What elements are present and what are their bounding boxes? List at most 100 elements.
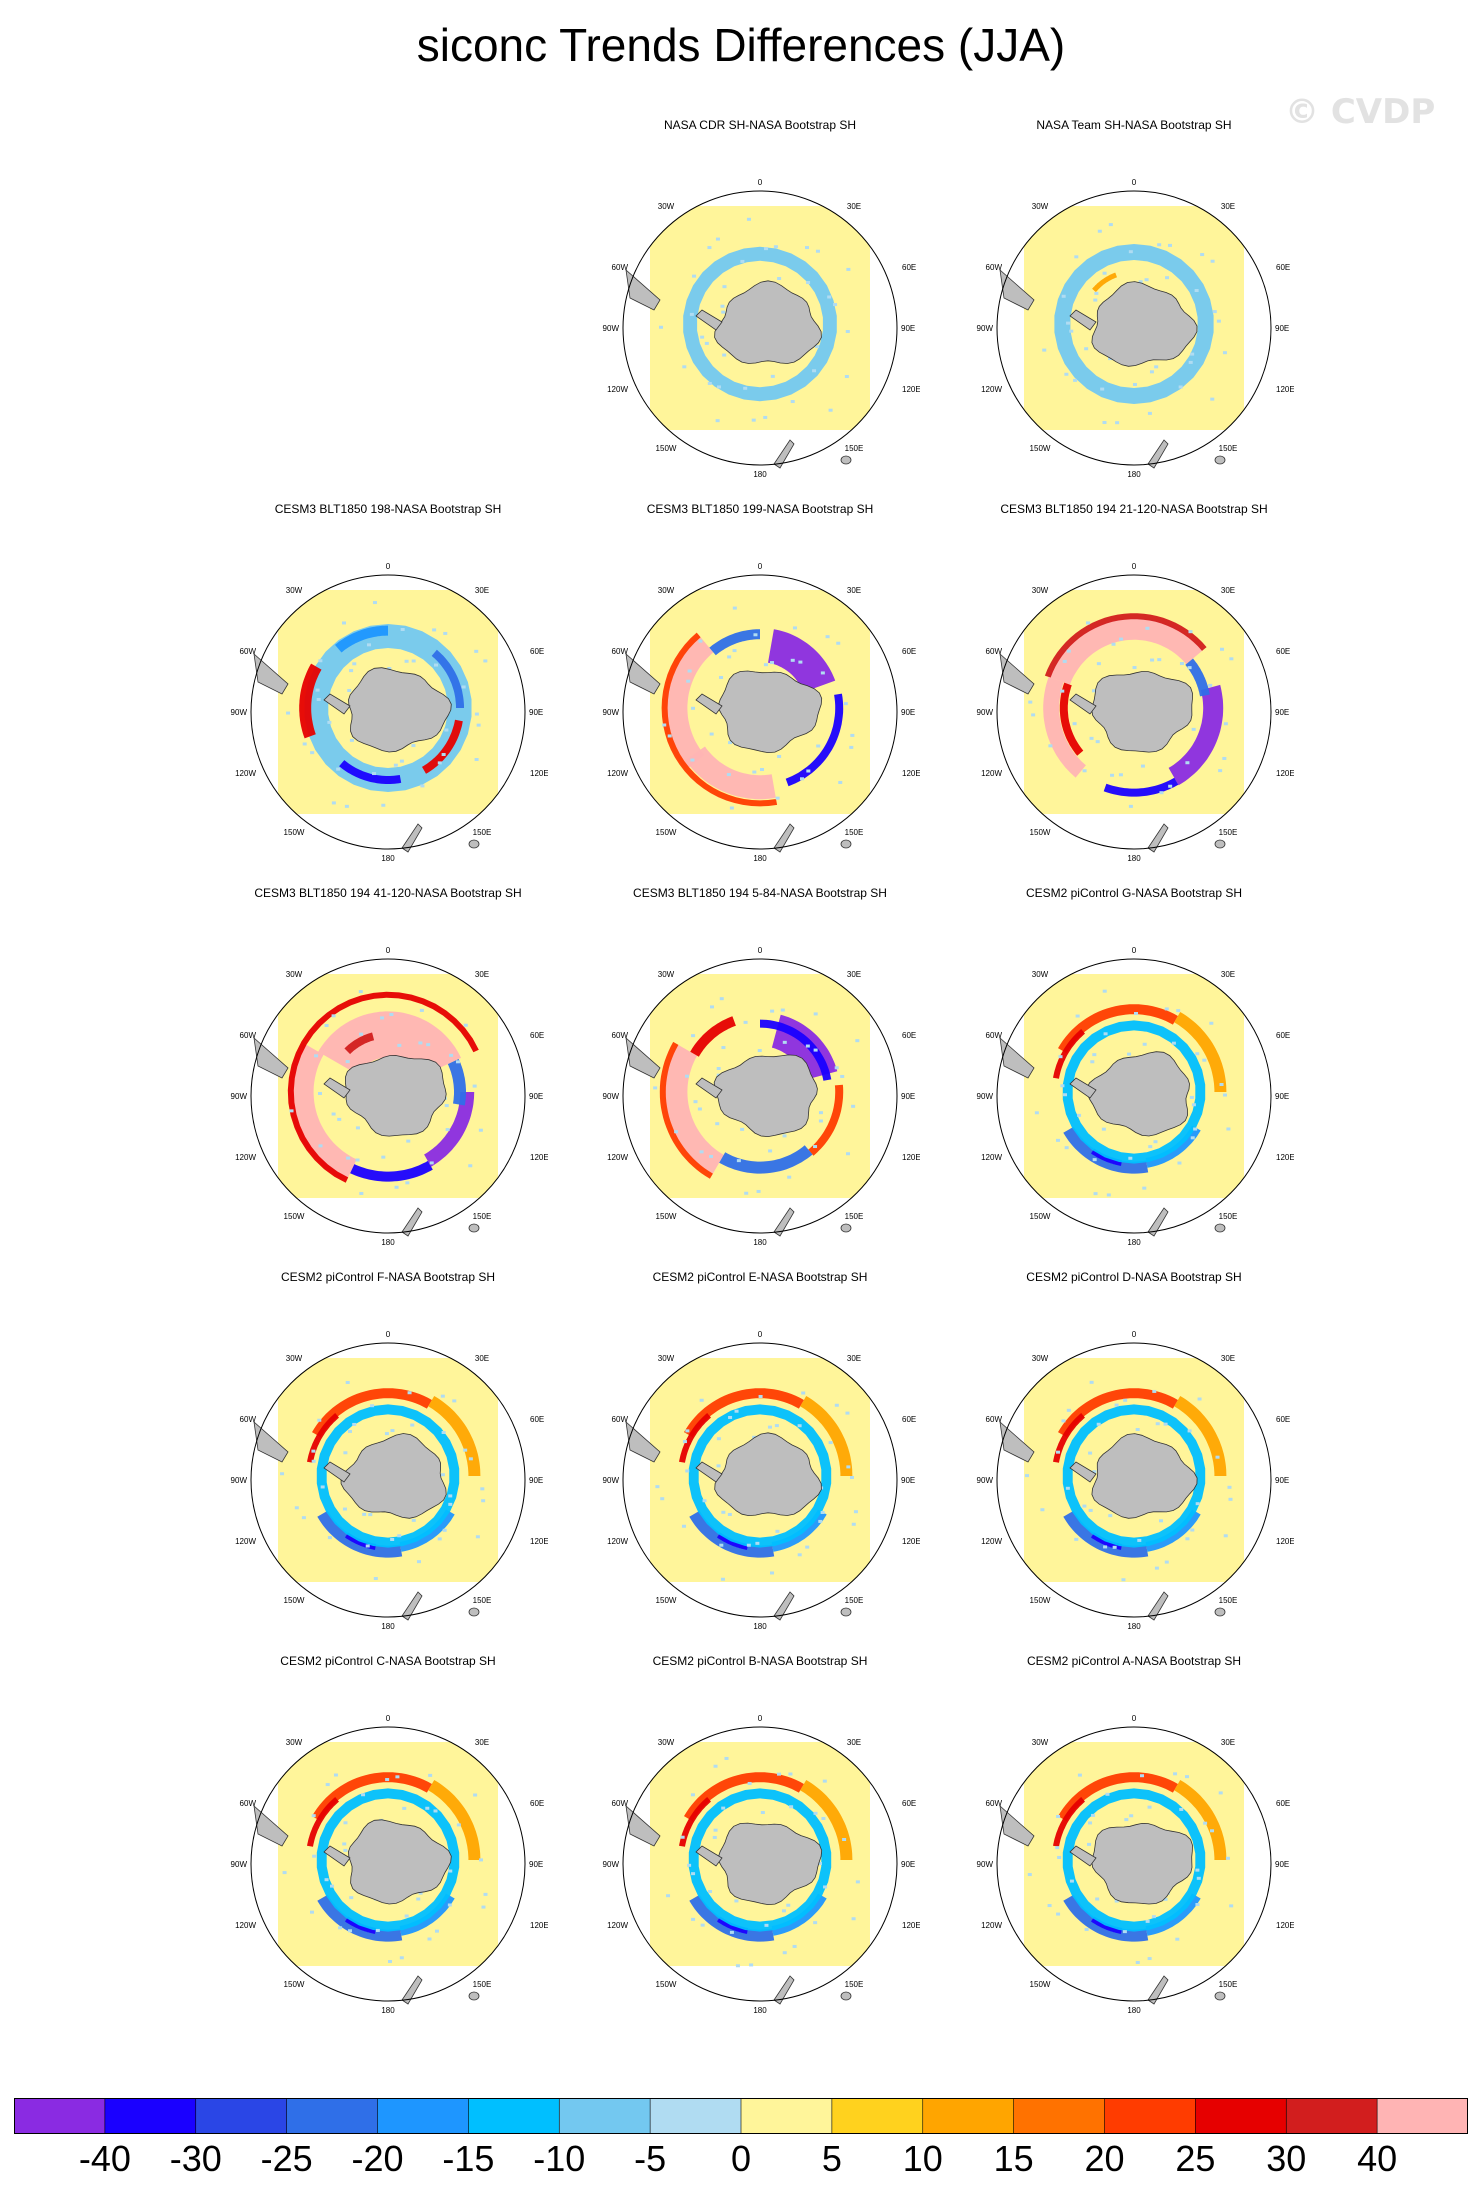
- speckle: [405, 1181, 410, 1185]
- longitude-label: 120W: [607, 1921, 628, 1930]
- speckle: [773, 245, 778, 249]
- speckle: [1084, 1927, 1089, 1931]
- longitude-label: 120E: [902, 1537, 920, 1546]
- longitude-label: 60W: [612, 647, 629, 656]
- speckle: [815, 249, 820, 253]
- longitude-label: 60E: [1276, 1031, 1290, 1040]
- speckle: [1148, 1145, 1153, 1149]
- longitude-label: 60E: [1276, 1415, 1290, 1424]
- tasmania-land: [1214, 455, 1226, 465]
- speckle: [1225, 1856, 1230, 1860]
- longitude-label: 30W: [658, 1354, 675, 1363]
- longitude-label: 30E: [1221, 1738, 1235, 1747]
- speckle: [478, 1858, 483, 1862]
- trend-band: [422, 719, 463, 774]
- speckle: [1223, 722, 1228, 726]
- antarctica-land: [1091, 281, 1198, 367]
- speckle: [1088, 1508, 1093, 1512]
- speckle: [843, 702, 848, 706]
- speckle: [355, 1158, 360, 1162]
- longitude-label: 90E: [529, 1092, 543, 1101]
- longitude-label: 60E: [902, 647, 916, 656]
- speckle: [662, 723, 667, 727]
- speckle: [406, 1139, 411, 1143]
- map-boundary: [996, 958, 1272, 1234]
- speckle: [774, 1424, 779, 1428]
- map-panel: CESM2 piControl E-NASA Bootstrap SH 0 30W 3…: [590, 1270, 930, 1660]
- speckle: [760, 768, 764, 771]
- speckle: [1196, 1876, 1201, 1880]
- speckle: [1200, 253, 1205, 257]
- polar-map: 0 30W 30E 60W 60E 90W 90E 120W 120E 150W 150E 180: [603, 1714, 920, 2015]
- speckle: [1229, 1904, 1234, 1908]
- trend-band: [679, 1413, 711, 1463]
- speckle: [1191, 1103, 1196, 1107]
- speckle: [1105, 1792, 1110, 1796]
- longitude-label: 180: [753, 2006, 767, 2015]
- longitude-label: 150E: [473, 1596, 492, 1605]
- speckle: [1151, 1915, 1156, 1919]
- speckle: [797, 1424, 802, 1428]
- speckle: [1061, 1419, 1066, 1423]
- longitude-label: 180: [753, 1238, 767, 1247]
- speckle: [805, 1545, 810, 1549]
- speckle: [404, 1914, 409, 1918]
- antarctic-peninsula: [323, 693, 351, 715]
- speckle: [1189, 1095, 1194, 1099]
- new-zealand-land: [401, 823, 423, 853]
- speckle: [749, 1963, 754, 1967]
- antarctica-land: [1091, 1433, 1198, 1519]
- longitude-label: 0: [758, 946, 763, 955]
- speckle: [481, 1499, 486, 1503]
- longitude-label: 30E: [1221, 202, 1235, 211]
- trend-band: [428, 1780, 481, 1860]
- colorbar-tick-label: -25: [260, 2138, 313, 2179]
- speckle: [682, 1440, 687, 1444]
- map-boundary: [622, 190, 898, 466]
- longitude-label: 60W: [986, 1415, 1003, 1424]
- speckle: [426, 1043, 431, 1047]
- speckle: [289, 1109, 294, 1113]
- speckle: [311, 1459, 316, 1463]
- speckle: [716, 1464, 721, 1468]
- polar-map: 0 30W 30E 60W 60E 90W 90E 120W 120E 150W 150E 180: [603, 562, 920, 863]
- speckle: [758, 1395, 763, 1399]
- speckle: [821, 1816, 826, 1820]
- longitude-label: 90W: [977, 324, 994, 333]
- speckle: [734, 1899, 739, 1903]
- speckle: [1175, 1937, 1180, 1941]
- map-boundary: [996, 574, 1272, 850]
- longitude-label: 0: [1132, 946, 1137, 955]
- map-panel: CESM2 piControl B-NASA Bootstrap SH 0 30W 3…: [590, 1654, 930, 2044]
- trend-band: [719, 1145, 813, 1174]
- speckle: [282, 1871, 287, 1875]
- speckle: [1061, 294, 1066, 298]
- speckle: [667, 734, 672, 738]
- speckle: [440, 1394, 445, 1398]
- speckle: [1110, 773, 1115, 777]
- longitude-label: 60W: [612, 1799, 629, 1808]
- speckle: [475, 1535, 480, 1539]
- speckle: [700, 1923, 705, 1927]
- trend-band: [424, 1092, 475, 1167]
- speckle: [845, 329, 850, 333]
- speckle: [1138, 280, 1143, 284]
- longitude-label: 120E: [902, 385, 920, 394]
- trend-band: [690, 1016, 736, 1057]
- speckle: [790, 658, 795, 662]
- panel-title: CESM2 piControl G-NASA Bootstrap SH: [1025, 886, 1243, 900]
- speckle: [836, 641, 841, 645]
- longitude-label: 60W: [612, 1031, 629, 1040]
- speckle: [1188, 360, 1193, 364]
- longitude-label: 30W: [286, 1738, 303, 1747]
- speckle: [1222, 756, 1227, 760]
- speckle: [1122, 1930, 1127, 1934]
- map-panel: NASA Team SH-NASA Bootstrap SH 0 30W 30E 60W…: [964, 118, 1304, 508]
- speckle: [763, 663, 768, 667]
- longitude-label: 0: [758, 1714, 763, 1723]
- speckle: [441, 752, 446, 756]
- antarctica-land: [348, 667, 452, 753]
- speckle: [1097, 229, 1102, 233]
- speckle: [707, 246, 712, 250]
- speckle: [790, 400, 795, 404]
